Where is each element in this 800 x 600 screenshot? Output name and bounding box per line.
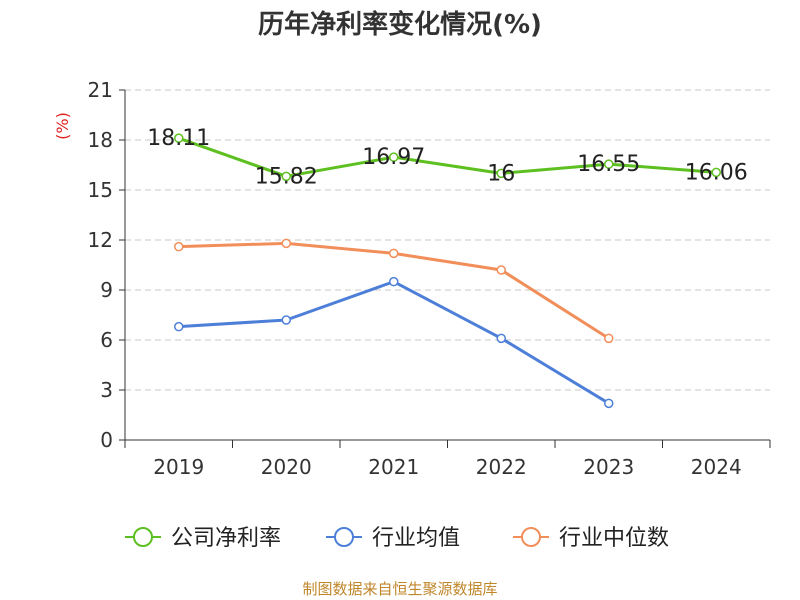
data-point xyxy=(281,315,291,325)
x-tick-label: 2023 xyxy=(583,455,634,479)
data-point xyxy=(174,241,184,252)
data-label: 18.11 xyxy=(147,126,210,151)
y-tick-label: 12 xyxy=(88,228,113,252)
y-axis-label: (%) xyxy=(53,112,72,140)
data-point xyxy=(281,171,291,182)
legend-item: 公司净利率 xyxy=(125,526,281,551)
data-point xyxy=(604,159,614,169)
y-tick-label: 15 xyxy=(88,178,113,202)
legend-label: 行业中位数 xyxy=(559,526,669,551)
data-point xyxy=(389,276,399,287)
y-tick-label: 6 xyxy=(100,328,113,352)
x-tick-label: 2024 xyxy=(691,455,742,479)
x-tick-label: 2019 xyxy=(153,455,204,479)
data-label: 15.82 xyxy=(255,164,318,189)
y-tick-label: 9 xyxy=(100,278,113,302)
legend-marker xyxy=(521,527,541,547)
data-label: 16 xyxy=(487,161,515,186)
series-line xyxy=(178,280,610,405)
data-labels: 18.11 15.82 16.97 16 16.55 16.06 xyxy=(147,126,747,189)
data-point xyxy=(604,333,614,344)
x-tick-label: 2022 xyxy=(476,455,527,479)
legend-marker xyxy=(133,527,153,547)
legend: 公司净利率 行业均值 行业中位数 xyxy=(125,526,669,551)
y-tick-label: 0 xyxy=(100,428,113,452)
source-note: 制图数据来自恒生聚源数据库 xyxy=(302,580,498,598)
series-lines xyxy=(174,133,721,409)
data-point xyxy=(174,321,184,332)
data-point xyxy=(711,167,721,178)
data-point xyxy=(604,398,614,409)
data-label: 16.97 xyxy=(362,145,425,170)
data-label: 16.55 xyxy=(577,152,640,177)
legend-item: 行业均值 xyxy=(326,526,460,551)
data-point xyxy=(496,265,506,275)
axes: 0 3 6 9 12 15 18 21 2019 2020 2021 2022 2023 2024 (%) xyxy=(53,78,771,479)
legend-label: 公司净利率 xyxy=(171,526,281,551)
legend-item: 行业中位数 xyxy=(513,526,669,551)
data-point xyxy=(281,238,291,249)
data-point xyxy=(389,248,399,259)
data-point xyxy=(174,133,184,143)
data-point xyxy=(389,152,399,162)
legend-label: 行业均值 xyxy=(372,526,460,551)
y-tick-label: 21 xyxy=(88,78,113,102)
data-point xyxy=(496,168,506,179)
x-tick-label: 2020 xyxy=(261,455,312,479)
series-line xyxy=(178,136,717,178)
y-tick-label: 18 xyxy=(88,128,113,152)
data-point xyxy=(496,333,506,344)
grid-lines xyxy=(125,89,770,391)
y-tick-label: 3 xyxy=(100,378,113,402)
x-tick-label: 2021 xyxy=(368,455,419,479)
chart-title: 历年净利率变化情况(%) xyxy=(258,10,542,40)
legend-marker xyxy=(334,527,354,547)
data-label: 16.06 xyxy=(685,160,748,185)
